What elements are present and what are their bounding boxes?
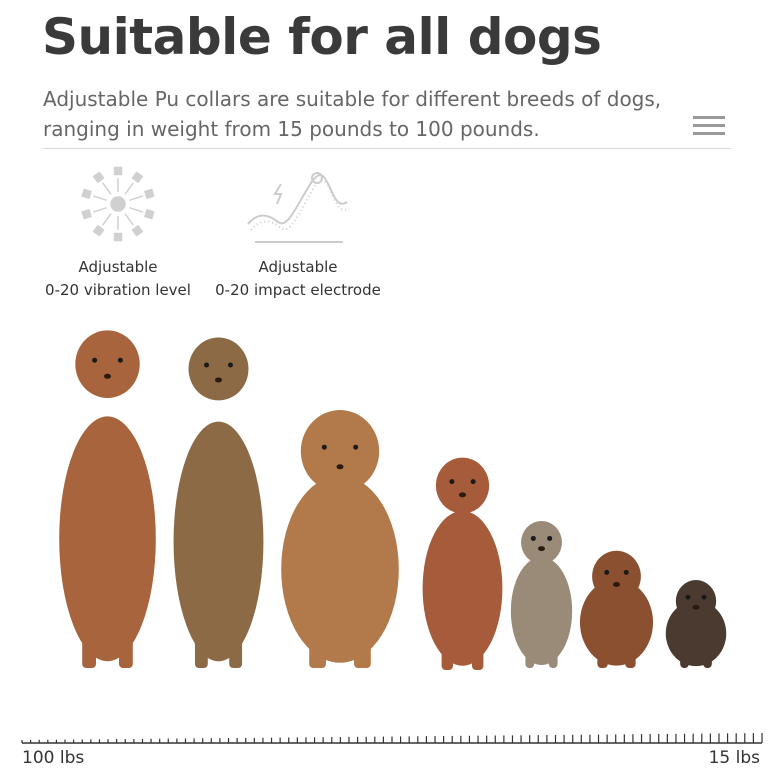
hamburger-menu-icon[interactable]	[693, 116, 725, 136]
vibration-burst-icon	[81, 166, 155, 242]
subtitle: Adjustable Pu collars are suitable for d…	[43, 84, 683, 144]
dog-yorkshire-terrier	[510, 520, 573, 668]
subtitle-line-1: Adjustable Pu collars are suitable for d…	[43, 87, 662, 111]
dog-cocker-spaniel	[281, 410, 399, 668]
feature-line-2: 0-20 vibration level	[45, 281, 191, 299]
dog-poodle	[422, 457, 503, 670]
dog-dachshund-puppy	[579, 550, 654, 668]
page-title: Suitable for all dogs	[42, 8, 602, 66]
dog-vizsla	[59, 330, 156, 668]
dog-malinois	[173, 337, 264, 668]
dog-pointer-puppy	[665, 579, 727, 668]
feature-line-1: Adjustable	[258, 258, 338, 276]
feature-impact: Adjustable 0-20 impact electrode	[212, 162, 384, 302]
scale-right-label: 15 lbs	[708, 748, 760, 768]
feature-line-1: Adjustable	[78, 258, 158, 276]
dogs-lineup-image	[59, 330, 727, 670]
feature-vibration: Adjustable 0-20 vibration level	[38, 162, 198, 302]
feature-line-2: 0-20 impact electrode	[215, 281, 381, 299]
divider	[43, 148, 731, 149]
subtitle-line-2: ranging in weight from 15 pounds to 100 …	[43, 117, 540, 141]
impact-wave-icon	[247, 172, 350, 243]
scale-left-label: 100 lbs	[22, 748, 85, 768]
weight-scale-ruler	[21, 733, 763, 744]
